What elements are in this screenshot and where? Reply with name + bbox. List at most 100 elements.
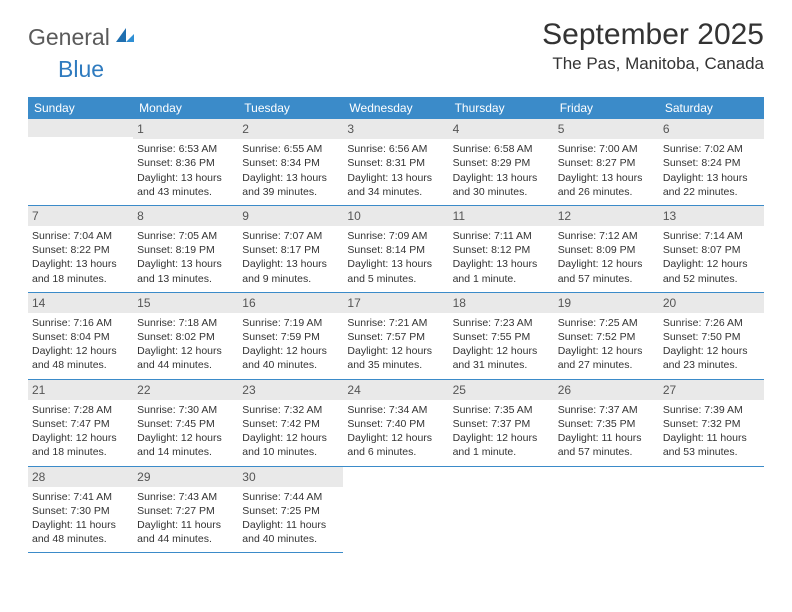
sunset-text: Sunset: 7:32 PM (663, 417, 760, 431)
daylight-text: and 44 minutes. (137, 532, 234, 546)
sunset-text: Sunset: 7:25 PM (242, 504, 339, 518)
day-cell: 10Sunrise: 7:09 AMSunset: 8:14 PMDayligh… (343, 206, 448, 293)
sunset-text: Sunset: 8:09 PM (558, 243, 655, 257)
sunrise-text: Sunrise: 7:30 AM (137, 403, 234, 417)
day-number: 1 (133, 119, 238, 139)
sunrise-text: Sunrise: 7:09 AM (347, 229, 444, 243)
sunset-text: Sunset: 8:24 PM (663, 156, 760, 170)
sunrise-text: Sunrise: 6:55 AM (242, 142, 339, 156)
daylight-text: Daylight: 11 hours (663, 431, 760, 445)
sunset-text: Sunset: 8:17 PM (242, 243, 339, 257)
daylight-text: and 10 minutes. (242, 445, 339, 459)
sunset-text: Sunset: 8:04 PM (32, 330, 129, 344)
day-cell: 7Sunrise: 7:04 AMSunset: 8:22 PMDaylight… (28, 206, 133, 293)
sunrise-text: Sunrise: 7:32 AM (242, 403, 339, 417)
daylight-text: and 1 minute. (453, 445, 550, 459)
daylight-text: Daylight: 13 hours (137, 257, 234, 271)
sunset-text: Sunset: 8:34 PM (242, 156, 339, 170)
daylight-text: and 1 minute. (453, 272, 550, 286)
sunrise-text: Sunrise: 7:34 AM (347, 403, 444, 417)
day-number: 25 (449, 380, 554, 400)
day-cell-empty (554, 467, 659, 554)
day-number: 21 (28, 380, 133, 400)
title-block: September 2025 The Pas, Manitoba, Canada (542, 18, 764, 74)
daylight-text: Daylight: 11 hours (32, 518, 129, 532)
day-number: 18 (449, 293, 554, 313)
day-number: 7 (28, 206, 133, 226)
daylight-text: and 18 minutes. (32, 272, 129, 286)
daylight-text: and 14 minutes. (137, 445, 234, 459)
day-cell: 4Sunrise: 6:58 AMSunset: 8:29 PMDaylight… (449, 119, 554, 206)
sunrise-text: Sunrise: 6:53 AM (137, 142, 234, 156)
sunrise-text: Sunrise: 6:58 AM (453, 142, 550, 156)
day-cell: 8Sunrise: 7:05 AMSunset: 8:19 PMDaylight… (133, 206, 238, 293)
sunset-text: Sunset: 7:45 PM (137, 417, 234, 431)
daylight-text: and 39 minutes. (242, 185, 339, 199)
day-cell: 11Sunrise: 7:11 AMSunset: 8:12 PMDayligh… (449, 206, 554, 293)
daylight-text: and 6 minutes. (347, 445, 444, 459)
daylight-text: and 57 minutes. (558, 445, 655, 459)
weekday-head: Sunday (28, 97, 133, 119)
day-cell: 27Sunrise: 7:39 AMSunset: 7:32 PMDayligh… (659, 380, 764, 467)
day-number: 5 (554, 119, 659, 139)
sunrise-text: Sunrise: 7:18 AM (137, 316, 234, 330)
calendar-grid: Sunday Monday Tuesday Wednesday Thursday… (28, 97, 764, 553)
daylight-text: and 40 minutes. (242, 358, 339, 372)
sunset-text: Sunset: 7:40 PM (347, 417, 444, 431)
daylight-text: Daylight: 12 hours (453, 431, 550, 445)
day-number: 26 (554, 380, 659, 400)
sunrise-text: Sunrise: 7:21 AM (347, 316, 444, 330)
day-cell: 13Sunrise: 7:14 AMSunset: 8:07 PMDayligh… (659, 206, 764, 293)
sunrise-text: Sunrise: 7:28 AM (32, 403, 129, 417)
day-cell: 12Sunrise: 7:12 AMSunset: 8:09 PMDayligh… (554, 206, 659, 293)
daylight-text: Daylight: 12 hours (558, 257, 655, 271)
logo: General (28, 18, 138, 51)
logo-sail-icon (114, 26, 136, 49)
calendar-page: General September 2025 The Pas, Manitoba… (0, 0, 792, 553)
daylight-text: Daylight: 13 hours (558, 171, 655, 185)
sunrise-text: Sunrise: 7:37 AM (558, 403, 655, 417)
daylight-text: and 27 minutes. (558, 358, 655, 372)
daylight-text: Daylight: 12 hours (32, 344, 129, 358)
sunrise-text: Sunrise: 6:56 AM (347, 142, 444, 156)
daylight-text: and 5 minutes. (347, 272, 444, 286)
sunset-text: Sunset: 8:27 PM (558, 156, 655, 170)
day-cell: 15Sunrise: 7:18 AMSunset: 8:02 PMDayligh… (133, 293, 238, 380)
day-number: 15 (133, 293, 238, 313)
day-number: 28 (28, 467, 133, 487)
daylight-text: and 43 minutes. (137, 185, 234, 199)
daylight-text: Daylight: 12 hours (137, 344, 234, 358)
day-number: 19 (554, 293, 659, 313)
day-cell: 25Sunrise: 7:35 AMSunset: 7:37 PMDayligh… (449, 380, 554, 467)
day-number: 20 (659, 293, 764, 313)
sunrise-text: Sunrise: 7:02 AM (663, 142, 760, 156)
day-number: 3 (343, 119, 448, 139)
day-number: 23 (238, 380, 343, 400)
day-number: 30 (238, 467, 343, 487)
day-cell-empty (449, 467, 554, 554)
daylight-text: Daylight: 13 hours (453, 257, 550, 271)
day-cell: 29Sunrise: 7:43 AMSunset: 7:27 PMDayligh… (133, 467, 238, 554)
sunset-text: Sunset: 7:37 PM (453, 417, 550, 431)
sunset-text: Sunset: 7:47 PM (32, 417, 129, 431)
daylight-text: Daylight: 12 hours (347, 431, 444, 445)
sunset-text: Sunset: 7:50 PM (663, 330, 760, 344)
day-cell: 1Sunrise: 6:53 AMSunset: 8:36 PMDaylight… (133, 119, 238, 206)
daylight-text: Daylight: 13 hours (663, 171, 760, 185)
daylight-text: Daylight: 12 hours (347, 344, 444, 358)
day-cell: 22Sunrise: 7:30 AMSunset: 7:45 PMDayligh… (133, 380, 238, 467)
day-cell: 23Sunrise: 7:32 AMSunset: 7:42 PMDayligh… (238, 380, 343, 467)
sunset-text: Sunset: 8:29 PM (453, 156, 550, 170)
day-number (28, 119, 133, 137)
sunset-text: Sunset: 8:31 PM (347, 156, 444, 170)
day-number: 27 (659, 380, 764, 400)
sunrise-text: Sunrise: 7:19 AM (242, 316, 339, 330)
sunset-text: Sunset: 8:19 PM (137, 243, 234, 257)
weekday-head: Thursday (449, 97, 554, 119)
weekday-head: Saturday (659, 97, 764, 119)
weekday-head: Friday (554, 97, 659, 119)
day-cell: 19Sunrise: 7:25 AMSunset: 7:52 PMDayligh… (554, 293, 659, 380)
sunrise-text: Sunrise: 7:16 AM (32, 316, 129, 330)
daylight-text: and 22 minutes. (663, 185, 760, 199)
daylight-text: and 9 minutes. (242, 272, 339, 286)
